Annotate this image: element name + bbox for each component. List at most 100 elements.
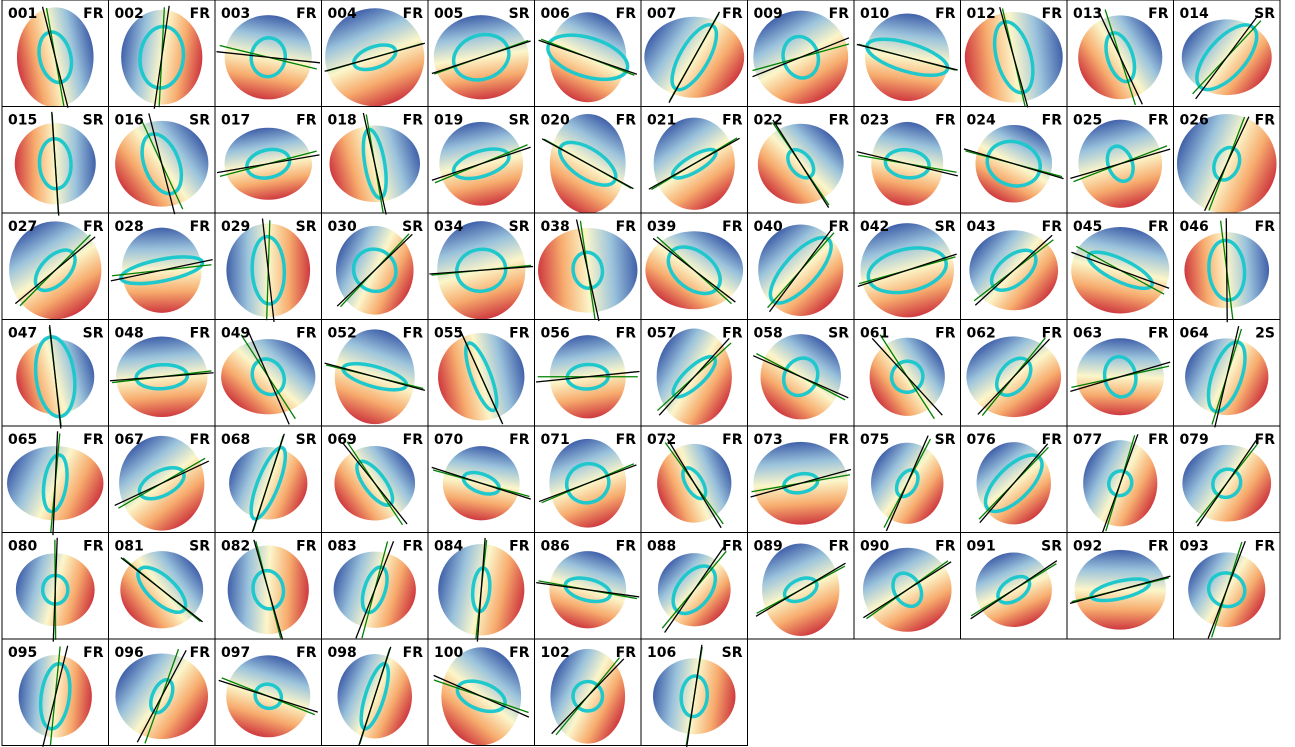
panel: 061 FR [853, 319, 961, 427]
panel-id: 007 [647, 6, 676, 22]
panel: 069 FR [321, 425, 429, 533]
photometric-axis [979, 443, 1049, 524]
panel: 092 FR [1066, 532, 1174, 640]
panel: 083 FR [321, 532, 429, 640]
panel-class: 2S [1255, 326, 1275, 342]
fit-ellipse [786, 147, 816, 180]
panel-class: FR [829, 113, 850, 129]
panel-class: SR [509, 113, 530, 129]
photometric-axis [1204, 116, 1250, 212]
panel-id: 067 [115, 432, 144, 448]
photometric-axis [1207, 540, 1246, 639]
panel-class: SR [509, 6, 530, 22]
panel: 046 FR [1173, 212, 1281, 323]
panel-class: FR [190, 645, 211, 661]
panel: 004 FR [321, 0, 429, 107]
panel-id: 073 [754, 432, 783, 448]
panel: 040 FR [747, 212, 855, 320]
panel: 019 SR [427, 106, 535, 214]
panel: 073 FR [747, 425, 855, 533]
panel-frame [1173, 532, 1281, 640]
panel-class: FR [722, 326, 743, 342]
fit-ellipse [138, 24, 186, 90]
photometric-axis [648, 137, 740, 190]
panel: 018 FR [321, 106, 429, 215]
panel: 030 SR [321, 212, 429, 320]
panel-class: FR [509, 539, 530, 555]
panel: 006 FR [534, 0, 642, 107]
panel: 080 FR [1, 532, 109, 642]
panel-id: 020 [541, 113, 570, 129]
fit-ellipse [563, 576, 613, 604]
panel-class: FR [616, 432, 637, 448]
photometric-axis [52, 537, 58, 642]
fit-ellipse [565, 362, 610, 391]
panel-id: 062 [967, 326, 996, 342]
panel-id: 014 [1180, 6, 1209, 22]
fit-ellipse [464, 341, 499, 413]
panel-class: SR [83, 326, 104, 342]
panel-class: FR [722, 219, 743, 235]
panel-class: SR [935, 219, 956, 235]
panel: 075 SR [853, 425, 961, 533]
fit-ellipse [352, 43, 398, 72]
panel: 063 FR [1066, 319, 1174, 427]
panel-class: FR [296, 6, 317, 22]
panel: 093 FR [1173, 532, 1281, 640]
panel: 089 FR [747, 532, 855, 640]
panel-id: 001 [8, 6, 37, 22]
panel-id: 016 [115, 113, 144, 129]
panel: 062 FR [960, 319, 1068, 427]
fit-ellipse [148, 678, 175, 715]
panel-id: 093 [1180, 539, 1209, 555]
panel-class: FR [509, 645, 530, 661]
panel: 013 FR [1066, 0, 1174, 107]
photometric-axis [431, 40, 531, 75]
panel-id: 046 [1180, 219, 1209, 235]
photometric-axis [974, 234, 1053, 306]
panel: 065 FR [1, 425, 109, 536]
panel-class: FR [1042, 113, 1063, 129]
panel-id: 028 [115, 219, 144, 235]
panel: 027 FR [1, 212, 109, 320]
photometric-axis [431, 146, 531, 181]
panel-id: 095 [8, 645, 37, 661]
photometric-axis [48, 324, 62, 429]
panel: 009 FR [747, 0, 855, 107]
panel-class: FR [83, 432, 104, 448]
panel-id: 080 [8, 539, 37, 555]
photometric-axis [246, 328, 290, 425]
panel: 014 SR [1173, 0, 1281, 107]
panel: 068 SR [214, 425, 322, 533]
panel-id: 022 [754, 113, 783, 129]
panel-id: 027 [8, 219, 37, 235]
fit-ellipse [782, 576, 819, 604]
photometric-axis [977, 338, 1051, 415]
panel-class: FR [403, 113, 424, 129]
panel: 001 FR [1, 0, 109, 108]
panel: 102 FR [534, 638, 642, 746]
panel: 056 FR [534, 319, 642, 427]
panel-class: FR [722, 6, 743, 22]
photometric-axis [1195, 15, 1259, 100]
panel: 097 FR [214, 638, 322, 746]
photometric-axis [1102, 434, 1139, 533]
panel-id: 002 [115, 6, 144, 22]
panel-id: 076 [967, 432, 996, 448]
panel-class: SR [189, 539, 210, 555]
panel: 026 FR [1173, 106, 1281, 214]
fit-ellipse [679, 674, 710, 719]
panel-class: FR [296, 113, 317, 129]
panel: 020 FR [534, 106, 642, 214]
panel-id: 003 [221, 6, 250, 22]
panel-id: 092 [1073, 539, 1102, 555]
panel-id: 029 [221, 219, 250, 235]
photometric-axis [538, 464, 637, 503]
panel-class: FR [1255, 219, 1276, 235]
photometric-axis [752, 355, 849, 399]
panel: 003 FR [214, 0, 322, 107]
panel: 064 2S [1173, 319, 1281, 428]
photometric-axis [355, 541, 395, 639]
panel-id: 012 [967, 6, 996, 22]
panel-class: FR [403, 645, 424, 661]
